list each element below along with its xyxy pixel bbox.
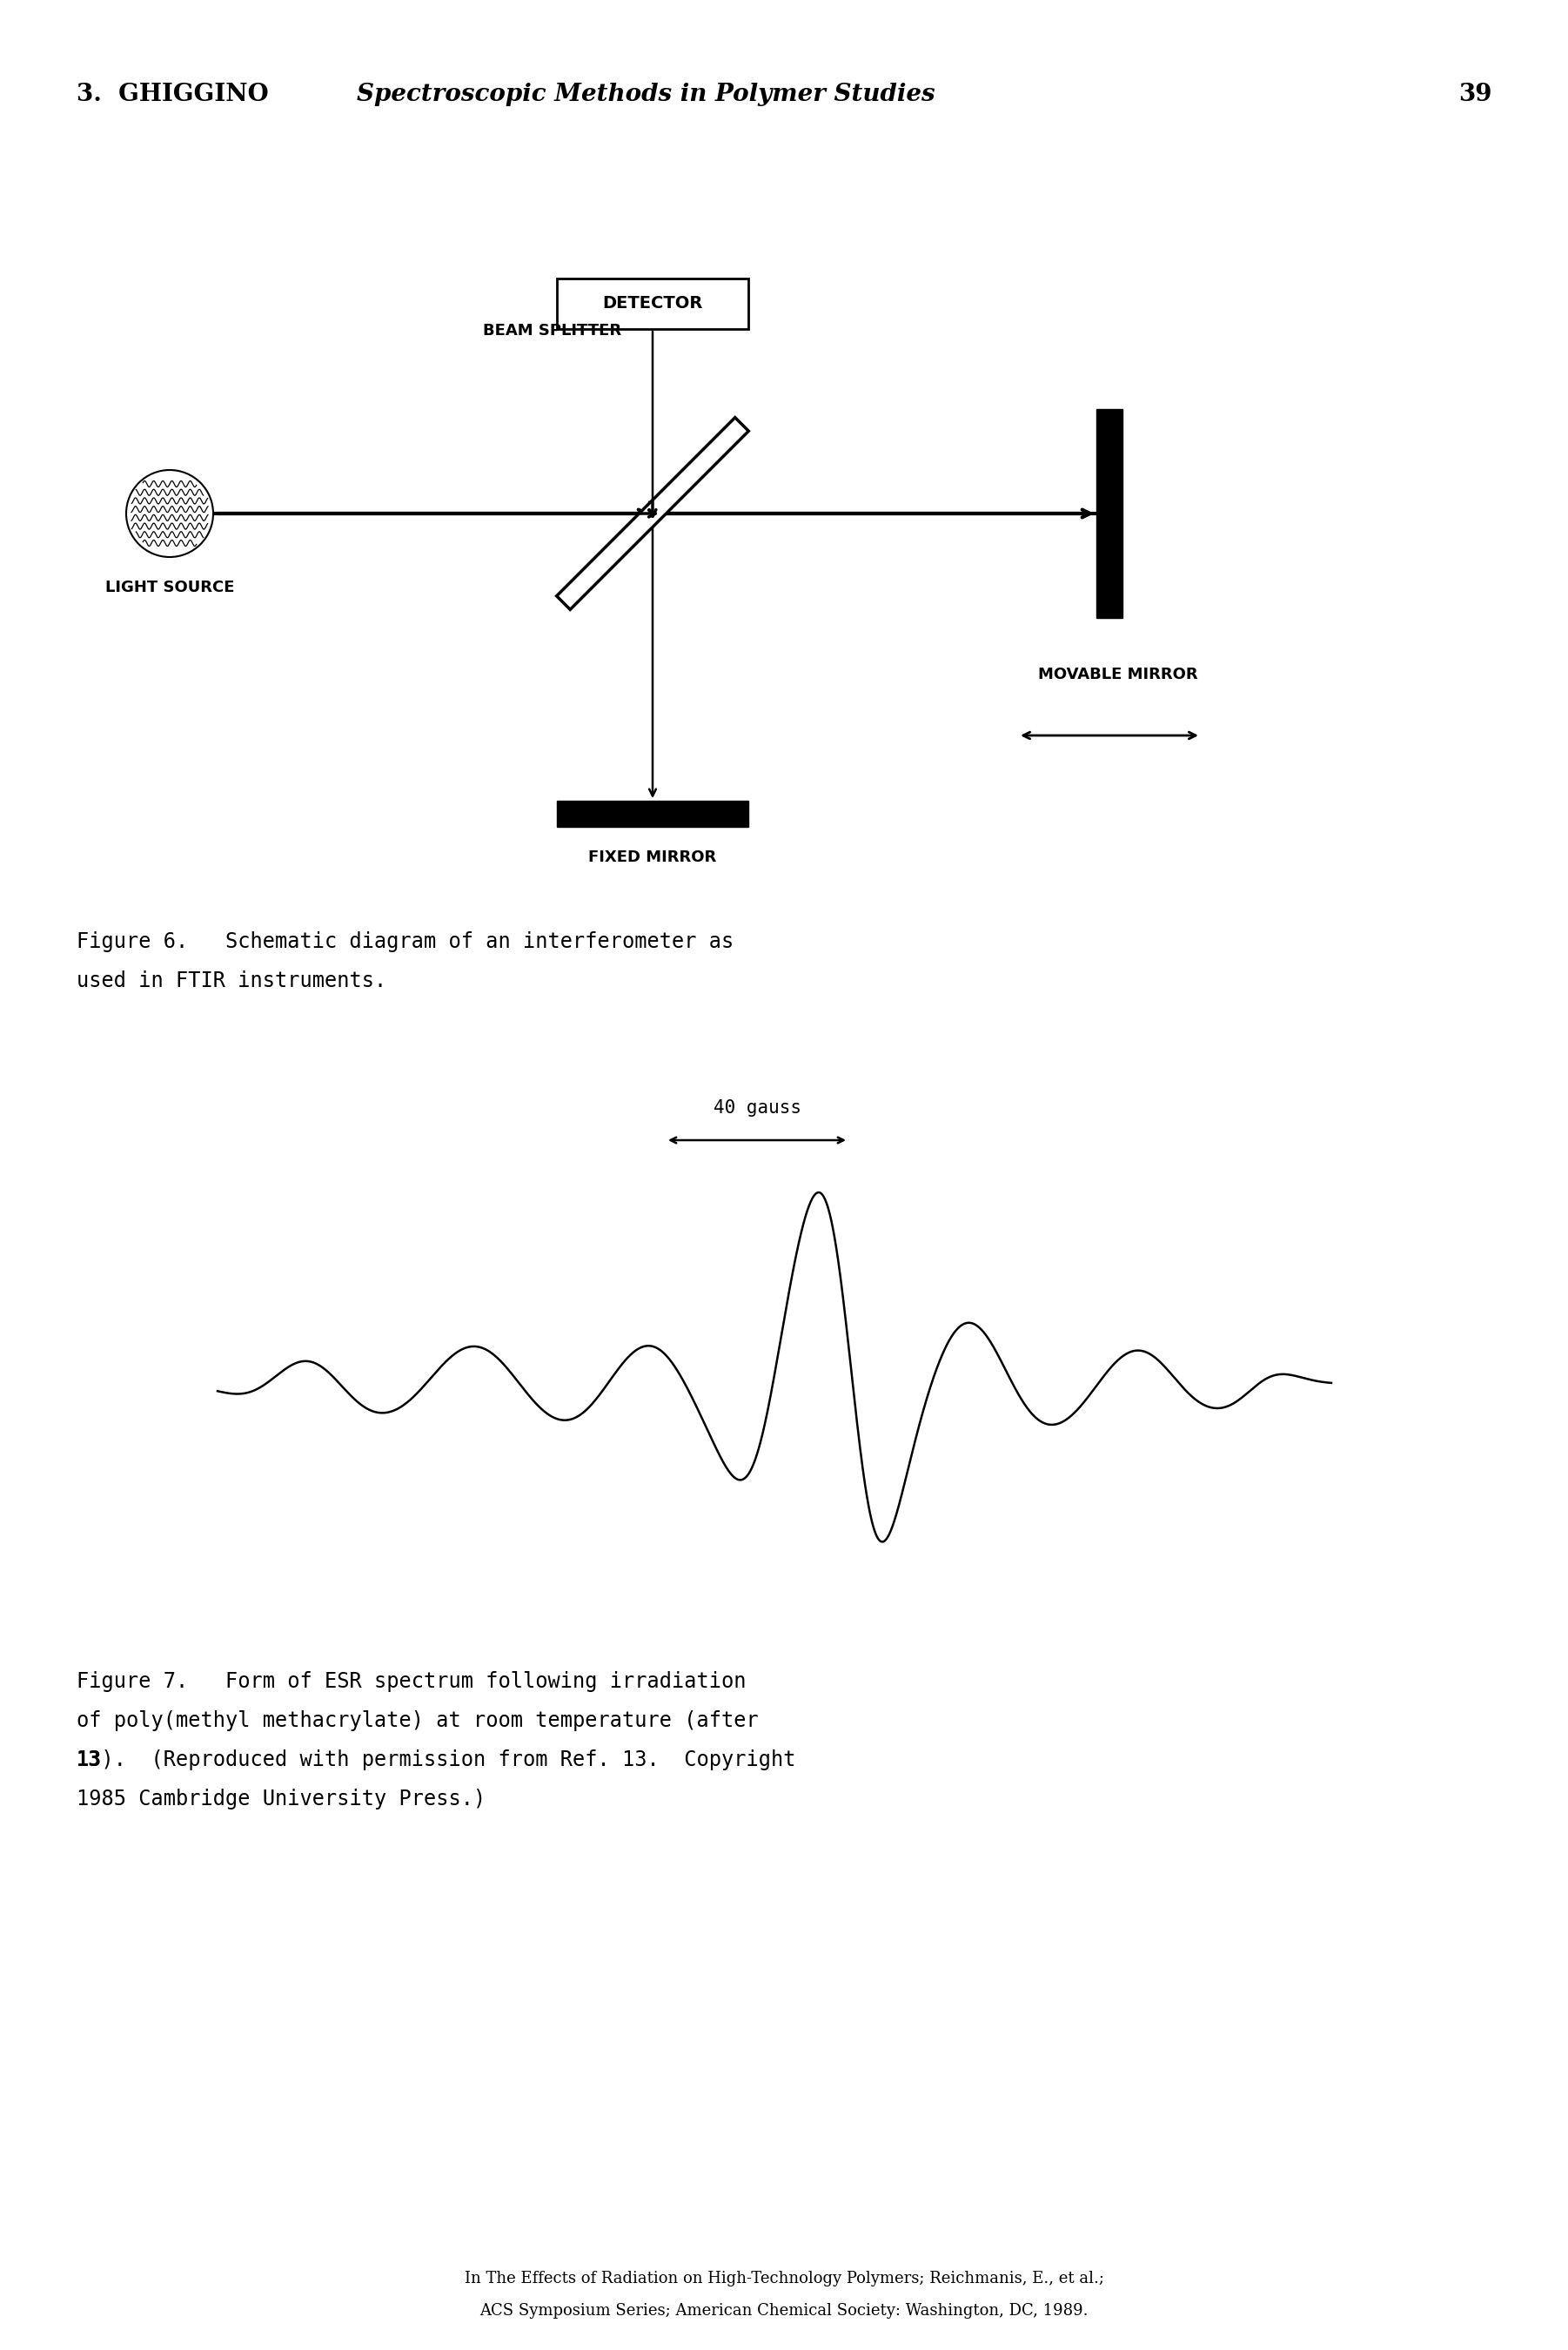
Text: used in FTIR instruments.: used in FTIR instruments.: [77, 971, 387, 992]
Bar: [557, 280, 748, 329]
Text: In The Effects of Radiation on High-Technology Polymers; Reichmanis, E., et al.;: In The Effects of Radiation on High-Tech…: [464, 2270, 1104, 2287]
Text: 13).  (Reproduced with permission from Ref. 13.  Copyright: 13). (Reproduced with permission from Re…: [77, 1748, 795, 1770]
Text: MOVABLE MIRROR: MOVABLE MIRROR: [1038, 667, 1198, 682]
Polygon shape: [557, 418, 748, 609]
Text: ACS Symposium Series; American Chemical Society: Washington, DC, 1989.: ACS Symposium Series; American Chemical …: [480, 2303, 1088, 2319]
Text: 40 gauss: 40 gauss: [713, 1100, 801, 1116]
Text: 3.  GHIGGINO: 3. GHIGGINO: [77, 82, 268, 106]
Circle shape: [125, 470, 213, 557]
Text: 39: 39: [1458, 82, 1493, 106]
Text: Figure 6.   Schematic diagram of an interferometer as: Figure 6. Schematic diagram of an interf…: [77, 931, 734, 952]
Text: LIGHT SOURCE: LIGHT SOURCE: [105, 580, 234, 595]
Text: Figure 7.   Form of ESR spectrum following irradiation: Figure 7. Form of ESR spectrum following…: [77, 1671, 746, 1692]
Text: BEAM SPLITTER: BEAM SPLITTER: [483, 322, 622, 338]
Text: of poly(methyl methacrylate) at room temperature (after: of poly(methyl methacrylate) at room tem…: [77, 1711, 759, 1732]
Bar: [1096, 409, 1123, 618]
Text: Spectroscopic Methods in Polymer Studies: Spectroscopic Methods in Polymer Studies: [358, 82, 935, 106]
Text: DETECTOR: DETECTOR: [602, 296, 702, 313]
Text: FIXED MIRROR: FIXED MIRROR: [588, 848, 717, 865]
Bar: [557, 801, 748, 827]
Text: 13: 13: [77, 1748, 102, 1770]
Text: 1985 Cambridge University Press.): 1985 Cambridge University Press.): [77, 1788, 486, 1810]
